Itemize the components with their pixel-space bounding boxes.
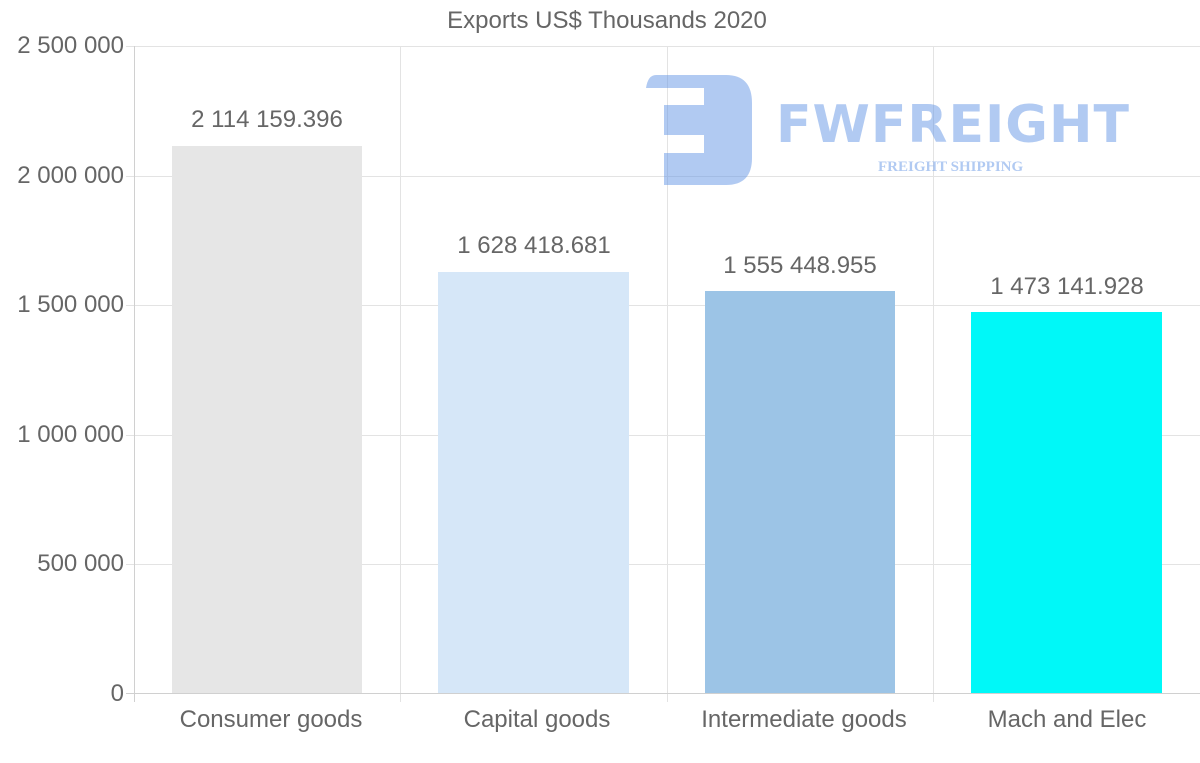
y-tick-label: 1 500 000 bbox=[17, 291, 124, 319]
chart-title: Exports US$ Thousands 2020 bbox=[447, 7, 767, 34]
x-tick-label: Mach and Elec bbox=[987, 706, 1147, 733]
bar-value-label: 1 555 448.955 bbox=[723, 252, 877, 279]
x-tick-label: Consumer goods bbox=[179, 706, 363, 733]
y-tick-label: 2 500 000 bbox=[17, 32, 124, 59]
bar-value-label: 2 114 159.396 bbox=[191, 106, 343, 133]
y-tick-label: 2 000 000 bbox=[17, 161, 124, 189]
bar-intermediate-goods[interactable] bbox=[705, 291, 895, 694]
bar-capital-goods[interactable] bbox=[438, 272, 629, 694]
plot-area: 2 114 159.396 1 628 418.681 1 555 448.95… bbox=[17, 32, 1200, 707]
gridline-2500000 bbox=[126, 46, 1200, 47]
x-tick-label: Capital goods bbox=[463, 706, 611, 733]
bar-consumer-goods[interactable] bbox=[172, 146, 362, 694]
y-tick-label: 500 000 bbox=[37, 550, 124, 578]
gridline-1000000 bbox=[126, 434, 1200, 436]
gridline-1500000 bbox=[126, 305, 1200, 307]
vgridline bbox=[667, 46, 668, 702]
y-axis-line bbox=[134, 46, 135, 702]
y-tick-label: 1 000 000 bbox=[17, 420, 124, 448]
bar-mach-and-elec[interactable] bbox=[971, 312, 1162, 694]
x-tick-label: Intermediate goods bbox=[701, 706, 907, 733]
bar-value-label: 1 473 141.928 bbox=[990, 273, 1144, 300]
x-axis-line bbox=[126, 693, 1200, 694]
bar-value-label: 1 628 418.681 bbox=[457, 232, 611, 259]
gridline-500000 bbox=[126, 564, 1200, 566]
vgridline bbox=[400, 46, 401, 702]
y-tick-label: 0 bbox=[110, 680, 124, 707]
vgridline bbox=[933, 46, 934, 702]
